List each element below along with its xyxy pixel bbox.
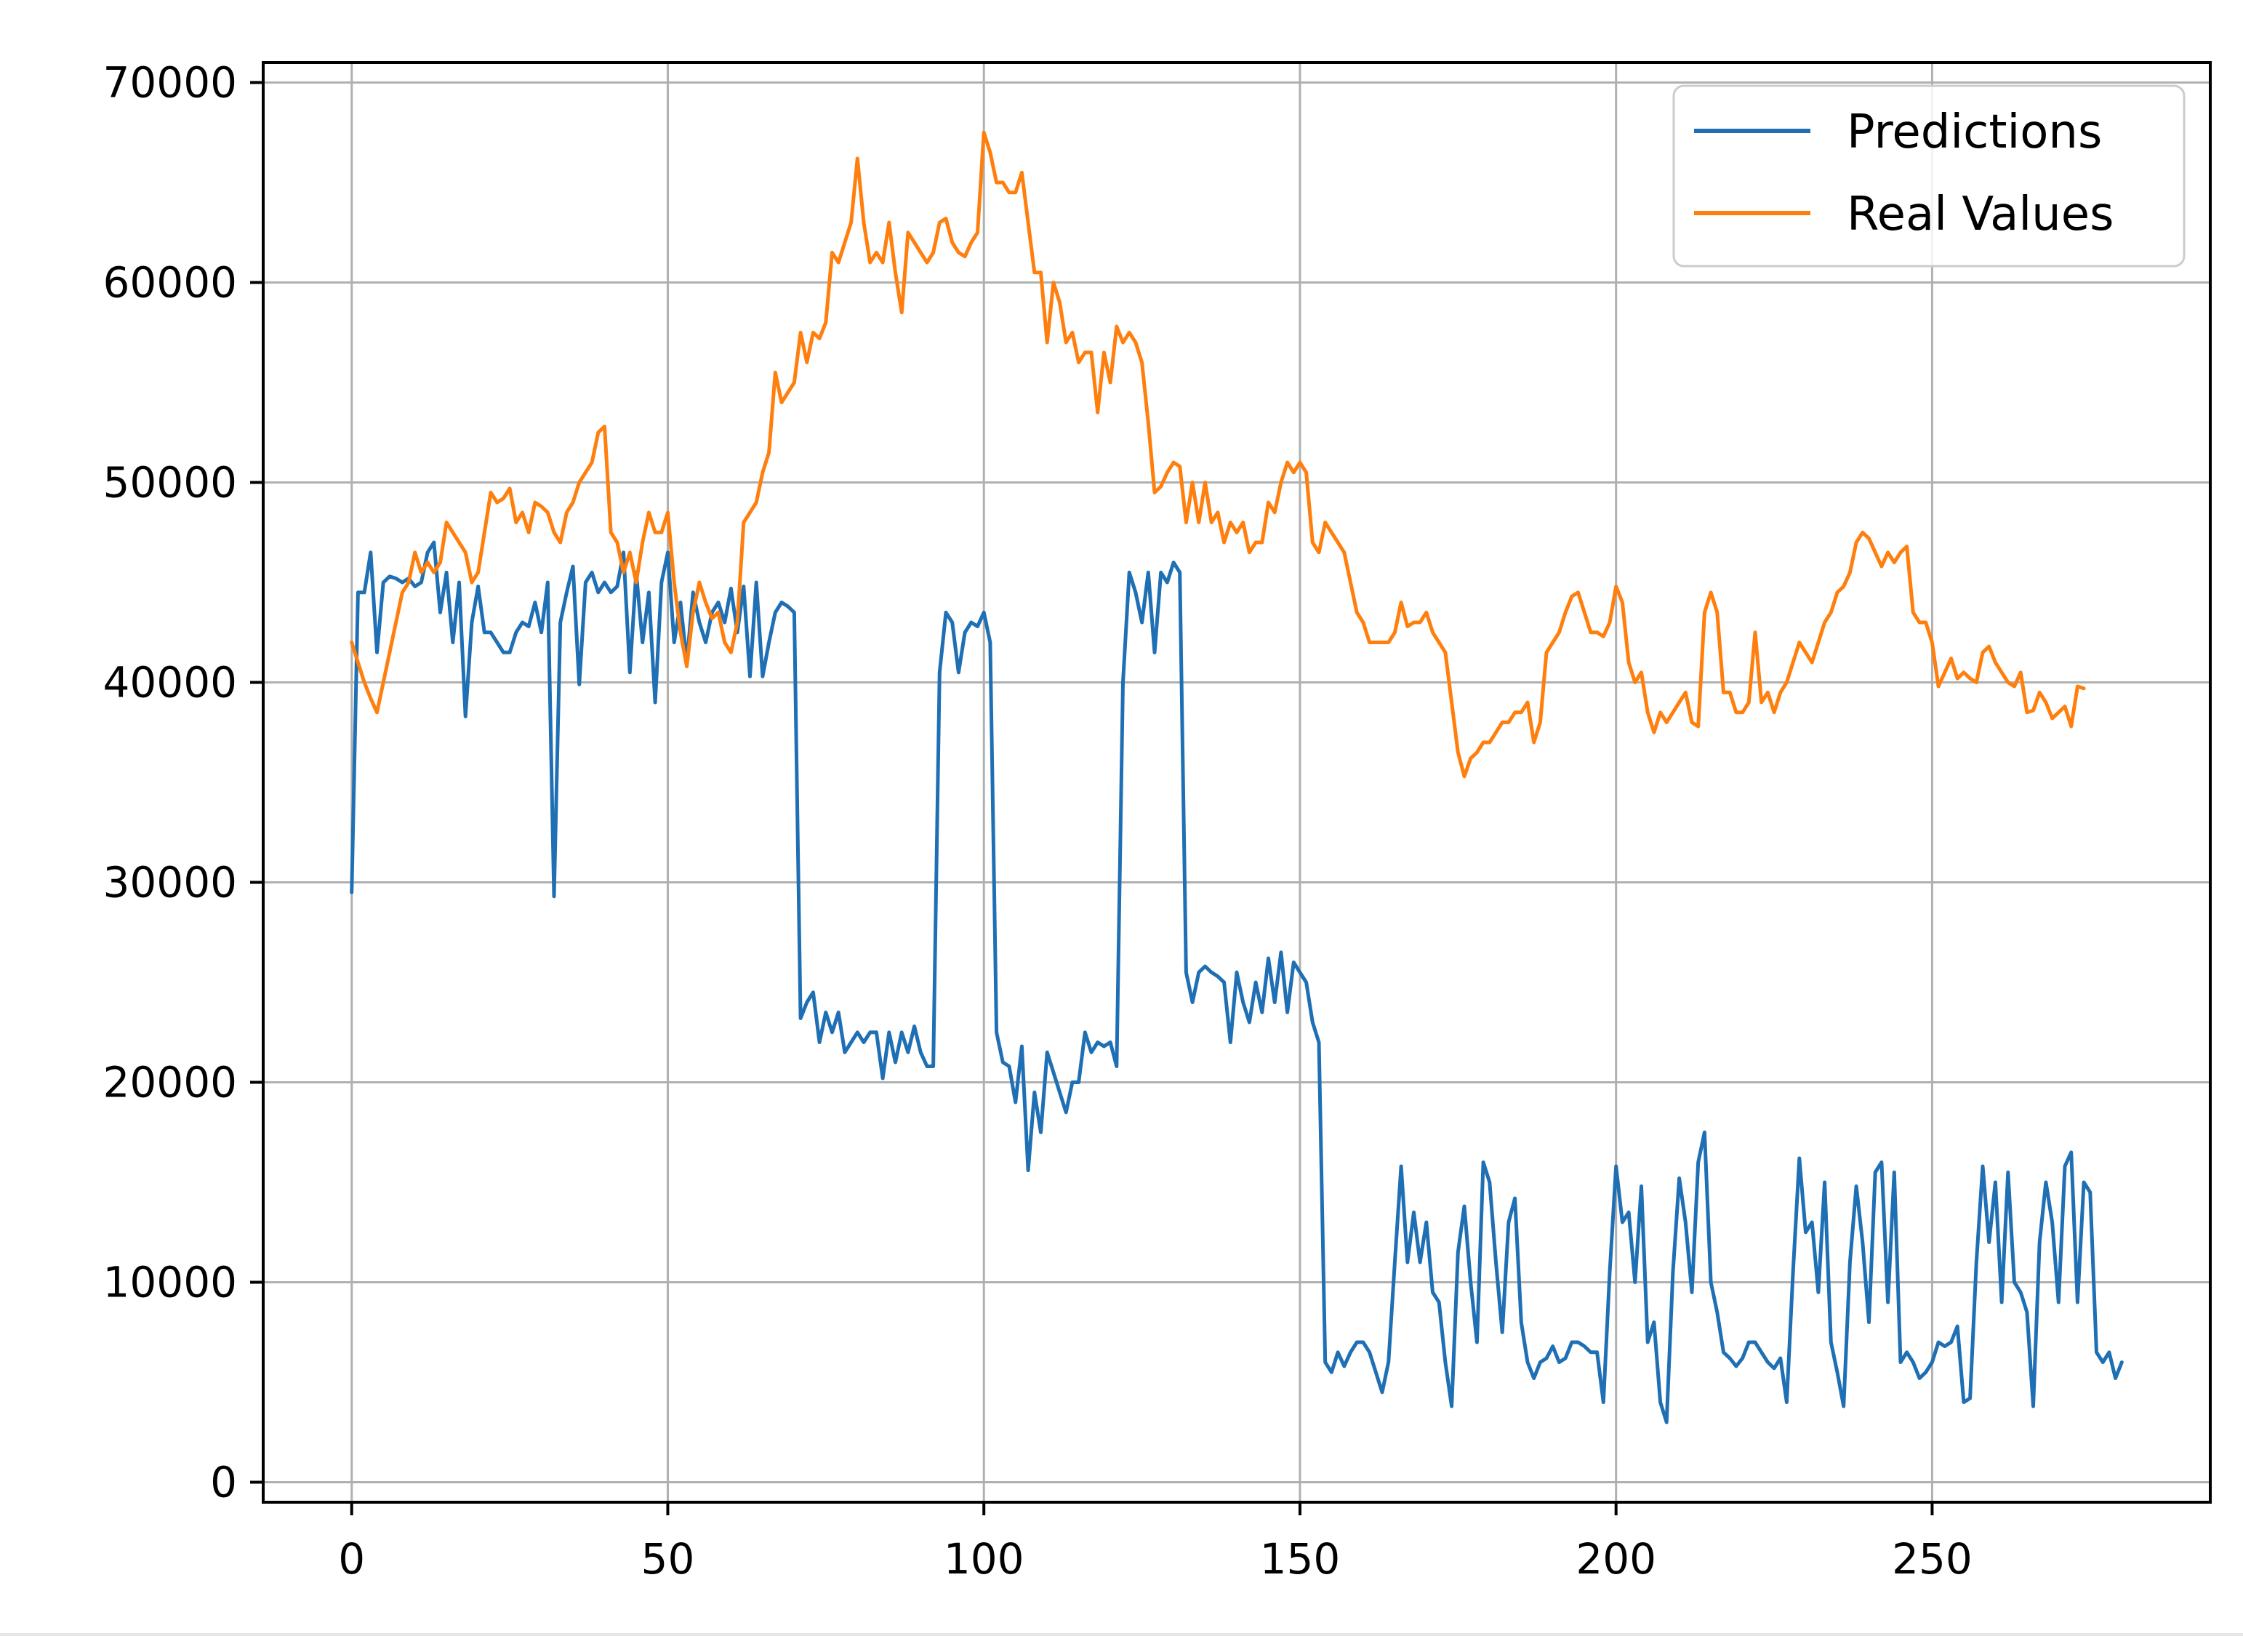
grid: [263, 63, 2210, 1502]
x-tick-label: 250: [1892, 1534, 1973, 1584]
y-tick-label: 10000: [103, 1258, 237, 1307]
x-axis: 0 50 100 150 200 250: [338, 1502, 1973, 1584]
series-layer: [350, 130, 2124, 1424]
series-line-real-values: [350, 130, 2086, 779]
x-tick-label: 0: [338, 1534, 365, 1584]
x-tick-label: 150: [1260, 1534, 1341, 1584]
plot-frame: [262, 61, 2212, 1504]
series-line-predictions: [350, 540, 2124, 1424]
y-tick-label: 0: [210, 1458, 237, 1507]
y-tick-label: 40000: [103, 658, 237, 707]
y-tick-label: 50000: [103, 458, 237, 508]
x-tick-label: 100: [944, 1534, 1024, 1584]
legend: Predictions Real Values: [1672, 84, 2186, 268]
y-tick-label: 30000: [103, 858, 237, 907]
y-tick-label: 70000: [103, 58, 237, 108]
x-tick-label: 50: [641, 1534, 695, 1584]
y-tick-label: 60000: [103, 258, 237, 308]
legend-label-real-values: Real Values: [1847, 188, 2114, 241]
legend-label-predictions: Predictions: [1847, 105, 2102, 159]
x-tick-label: 200: [1576, 1534, 1656, 1584]
y-tick-label: 20000: [103, 1058, 237, 1107]
y-axis: 0 10000 20000 30000 40000 50000 60000 70000: [103, 58, 263, 1507]
